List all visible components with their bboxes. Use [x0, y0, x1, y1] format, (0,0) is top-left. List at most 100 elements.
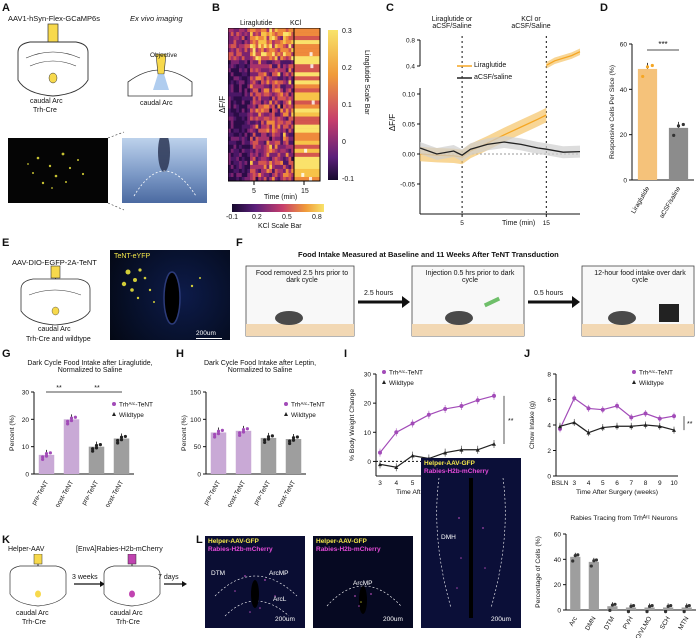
heatmap-cell: [272, 100, 276, 105]
h-chart-datapoint: [245, 427, 249, 431]
heatmap-cell: [252, 148, 256, 154]
heatmap-cell: [228, 144, 232, 150]
heatmap-cell: [252, 88, 256, 93]
heatmap-cell: [277, 36, 281, 41]
heatmap-cell: [252, 44, 256, 49]
heatmap-cell: [291, 132, 295, 138]
heatmap-cell: [272, 60, 276, 65]
heatmap-cell: [261, 108, 265, 113]
heatmap-cell: [228, 132, 232, 138]
heatmap-cell: [230, 164, 234, 170]
panel-l-rabies-chart: Rabies Tracing from Trhᴬʳᶜ Neurons 0 20 40 6…: [535, 514, 696, 638]
heatmap-cell: [283, 160, 287, 166]
heatmap-cell: [247, 92, 251, 97]
heatmap-cell: [291, 156, 295, 162]
l-chart-xtick-label: DTM: [603, 616, 616, 632]
heatmap-cell: [288, 40, 292, 45]
heatmap-cell: [263, 140, 267, 146]
d-sig-label: ***: [658, 40, 667, 49]
heatmap-cell: [274, 108, 278, 113]
heatmap-cell: [277, 32, 281, 37]
heatmap-cell: [266, 112, 270, 117]
i-chart-datapoint: [459, 447, 464, 452]
heatmap-cell: [250, 60, 254, 65]
heatmap-cell: [255, 152, 259, 158]
heatmap-cell: [266, 120, 270, 125]
panel-a-mouse: Trh-Cre: [33, 107, 57, 114]
panel-l-img1-green-label: Helper-AAV-GFP: [208, 538, 259, 545]
heatmap-saturated-cell: [310, 64, 314, 69]
heatmap-cell: [252, 168, 256, 174]
heatmap-cell: [239, 44, 243, 49]
l-chart-datapoint: [666, 604, 670, 608]
heatmap-cell: [280, 156, 284, 162]
heatmap-cell: [269, 80, 273, 85]
heatmap-cell: [263, 52, 267, 57]
heatmap-cell: [280, 96, 284, 101]
panel-a-brightfield-image: [122, 138, 207, 203]
heatmap-cell: [283, 120, 287, 125]
heatmap-cell: [285, 100, 289, 105]
heatmap-cell: [266, 128, 270, 133]
i-chart-ylabel: % Body Weight Change: [349, 389, 356, 461]
panel-e-mouse: Trh-Cre and wildtype: [26, 336, 91, 343]
heatmap-cell: [266, 32, 270, 37]
heatmap-cell: [239, 36, 243, 41]
heatmap-cell: [285, 60, 289, 65]
heatmap-kcl-cell: [294, 44, 320, 49]
heatmap-cell: [272, 140, 276, 146]
heatmap-cell: [233, 32, 237, 37]
heatmap-cell: [244, 96, 248, 101]
heatmap-cell: [255, 176, 259, 182]
heatmap-cell: [228, 32, 232, 37]
h-chart-xtick-label: pre-TeNT: [253, 479, 273, 506]
panel-e-letter: E: [2, 237, 10, 249]
heatmap-cell: [291, 120, 295, 125]
d-chart-ylabel: Responsive Cells Per Slice (%): [609, 65, 616, 159]
heatmap-cell: [241, 84, 245, 89]
heatmap-cell: [258, 144, 262, 150]
d-chart-bar: [637, 68, 658, 180]
heatmap-cell: [233, 52, 237, 57]
i-chart-datapoint: [443, 406, 448, 411]
heatmap-cell: [258, 112, 262, 117]
heatmap-cell: [252, 108, 256, 113]
heatmap-cell: [274, 72, 278, 77]
panel-b-rtick-1: 0.2: [342, 65, 352, 72]
heatmap-cell: [266, 108, 270, 113]
heatmap-cell: [230, 80, 234, 85]
heatmap-cell: [269, 32, 273, 37]
heatmap-cell: [263, 28, 267, 33]
heatmap-cell: [258, 148, 262, 154]
heatmap-cell: [230, 140, 234, 146]
heatmap-cell: [269, 164, 273, 170]
heatmap-cell: [230, 100, 234, 105]
heatmap-cell: [241, 80, 245, 85]
heatmap-saturated-cell: [311, 100, 315, 105]
panel-d-chart: 0 20 40 60 Responsive Cells Per Slice (%) Lir…: [609, 40, 694, 220]
i-chart-datapoint: [475, 398, 480, 403]
heatmap-cell: [269, 64, 273, 69]
heatmap-cell: [277, 132, 281, 138]
heatmap-cell: [261, 40, 265, 45]
heatmap-cell: [291, 116, 295, 121]
heatmap-cell: [261, 72, 265, 77]
heatmap-cell: [283, 96, 287, 101]
heatmap-cell: [252, 104, 256, 109]
l-chart-xtick-label: MTN: [677, 615, 690, 631]
heatmap-cell: [230, 28, 234, 33]
heatmap-cell: [269, 168, 273, 174]
heatmap-cell: [233, 64, 237, 69]
heatmap-cell: [233, 56, 237, 61]
heatmap-kcl-cell: [294, 136, 320, 142]
heatmap-cell: [291, 124, 295, 129]
heatmap-cell: [272, 52, 276, 57]
heatmap-cell: [244, 92, 248, 97]
heatmap-cell: [247, 44, 251, 49]
heatmap-cell: [288, 136, 292, 142]
heatmap-cell: [266, 136, 270, 142]
heatmap-cell: [255, 36, 259, 41]
heatmap-kcl-cell: [294, 64, 320, 69]
heatmap-cell: [241, 96, 245, 101]
heatmap-kcl-cell: [294, 76, 320, 81]
